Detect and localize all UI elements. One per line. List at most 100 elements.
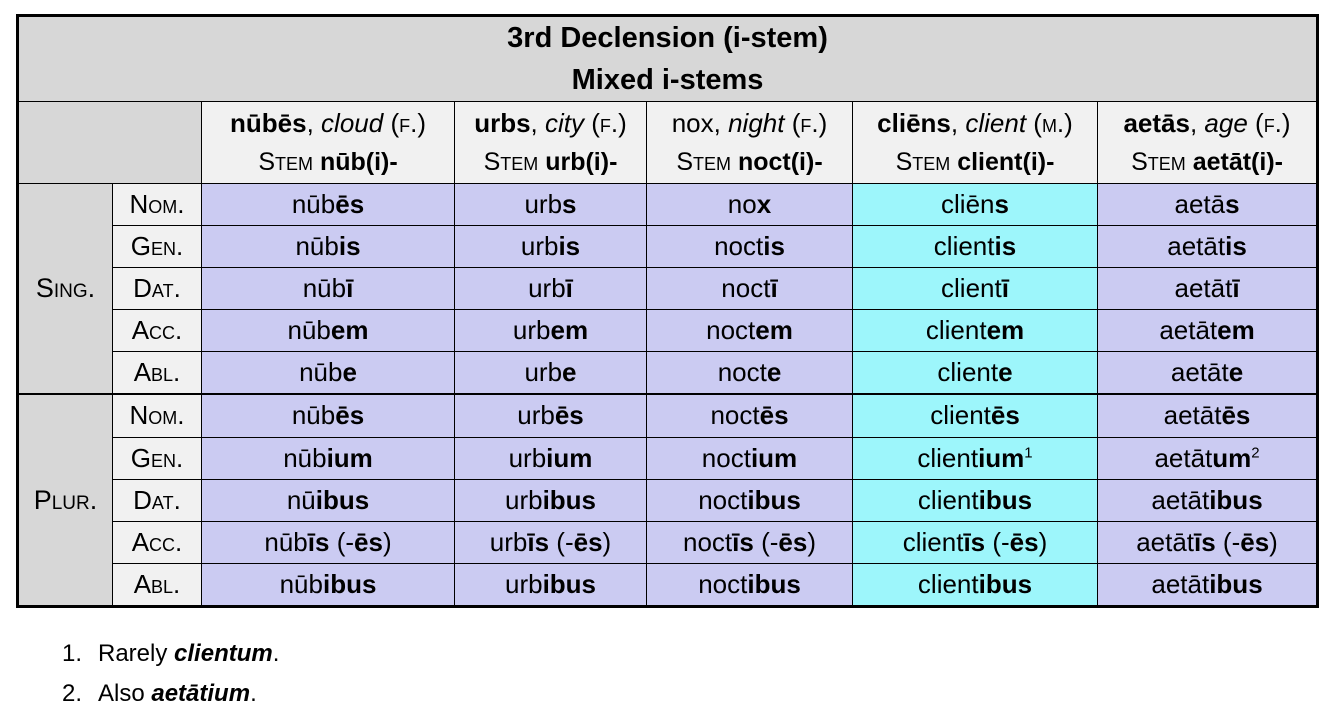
form-part: noct: [698, 484, 748, 515]
form-part: urb: [524, 357, 563, 388]
form-cell-aetas: aetātīs (-ēs): [1096, 520, 1319, 564]
column-header-nubes: nūbēs, cloud (f.) Stem nūb(i)-: [201, 101, 455, 184]
form-cell-nubes: nūibus: [201, 478, 455, 522]
form-part: ibus: [978, 568, 1033, 599]
form-part: ): [1269, 526, 1278, 557]
form-part: (-: [985, 526, 1010, 557]
form-part: ibus: [747, 484, 801, 515]
form-part: is: [338, 231, 361, 262]
stem-label: Stem: [676, 147, 731, 176]
headword: urbs: [474, 107, 531, 138]
title-line-2: Mixed i-stems: [571, 64, 764, 96]
footnote-2: 2. Also aetātium.: [62, 674, 279, 714]
stem-value: urb(i)-: [545, 147, 618, 176]
form-part: īs: [527, 526, 550, 557]
form-part: ibus: [1209, 568, 1263, 599]
headword-line: cliēns, client (m.): [854, 104, 1097, 143]
case-label: Gen.: [112, 225, 202, 269]
footnote-suffix: .: [250, 680, 257, 707]
case-label: Dat.: [112, 478, 202, 522]
form-part: urb: [504, 568, 543, 599]
case-label: Dat.: [112, 267, 202, 311]
form-part: ēs: [335, 400, 365, 431]
form-part: nūb: [299, 357, 343, 388]
form-part: (-: [1215, 526, 1241, 557]
case-label: Nom.: [112, 393, 202, 438]
form-part: ibus: [315, 484, 370, 515]
form-cell-aetas: aetātem: [1096, 309, 1319, 353]
separator: ,: [530, 107, 545, 138]
form-part: īs: [963, 526, 986, 557]
form-part: urb: [528, 273, 566, 304]
table-row: Abl. nūbibus urbibus noctibus clientibus aetā…: [18, 562, 1319, 608]
form-part: ēs: [335, 189, 365, 220]
form-cell-nubes: nūbīs (-ēs): [201, 520, 455, 564]
headword: aetās: [1123, 107, 1190, 138]
form-part: aetāt: [1163, 400, 1222, 431]
stem-line: Stem noct(i)-: [648, 143, 852, 182]
footnote-text: Rarely clientum.: [98, 634, 279, 674]
form-cell-nubes: nūbī: [201, 267, 455, 311]
stem-value: aetāt(i)-: [1192, 147, 1283, 176]
form-cell-aetas: aetās: [1096, 182, 1319, 227]
stem-label: Stem: [483, 147, 539, 176]
footnote-prefix: Rarely: [98, 640, 175, 667]
form-part: client: [941, 273, 1002, 304]
form-cell-nubes: nūbēs: [201, 182, 455, 227]
form-cell-nubes: nūbēs: [201, 393, 455, 438]
form-part: em: [330, 315, 369, 346]
form-part: noct: [714, 231, 764, 262]
case-label: Acc.: [112, 309, 202, 353]
form-cell-nox: noctibus: [646, 478, 853, 522]
form-part: e: [766, 357, 782, 388]
gloss: city: [545, 107, 584, 138]
form-cell-cliens: clientis: [852, 225, 1098, 269]
separator: ,: [713, 107, 729, 138]
form-part: ): [1038, 526, 1048, 557]
form-part: ī: [1001, 273, 1009, 304]
form-cell-nox: noctī: [646, 267, 853, 311]
form-part: urb: [508, 442, 547, 473]
form-part: ): [382, 526, 392, 557]
form-part: ēs: [573, 526, 603, 557]
form-part: noct: [698, 568, 748, 599]
form-part: (-: [549, 526, 574, 557]
separator: ,: [306, 107, 322, 138]
form-cell-aetas: aetātēs: [1096, 393, 1319, 438]
form-part: ēs: [778, 526, 808, 557]
form-part: urb: [512, 315, 551, 346]
form-part: client: [917, 442, 979, 473]
form-part: aetāt: [1167, 231, 1226, 262]
stem-value: client(i)-: [957, 147, 1055, 176]
gloss: client: [965, 107, 1027, 138]
headword-line: nox, night (f.): [648, 104, 852, 143]
form-cell-aetas: aetātī: [1096, 267, 1319, 311]
footnote-number: 1.: [62, 640, 83, 667]
form-cell-aetas: aetātibus: [1096, 562, 1319, 608]
separator: ,: [1189, 107, 1205, 138]
form-cell-urbs: urbibus: [454, 478, 647, 522]
footnote-prefix: Also: [98, 680, 152, 707]
title-line-1: 3rd Declension (i-stem): [507, 22, 828, 54]
footnote-term: aetātium: [151, 680, 251, 707]
form-cell-nubes: nūbis: [201, 225, 455, 269]
separator: [1186, 148, 1193, 176]
form-part: is: [763, 231, 785, 262]
form-part: ēs: [1240, 526, 1270, 557]
form-part: urb: [517, 400, 555, 431]
form-part: is: [558, 231, 581, 262]
form-part: is: [1225, 231, 1247, 262]
form-cell-cliens: clientibus: [852, 562, 1098, 608]
footnotes: 1. Rarely clientum. 2. Also aetātium.: [62, 634, 279, 714]
form-cell-aetas: aetāte: [1096, 351, 1319, 395]
form-part: īs: [732, 526, 754, 557]
table-row: Plur. Nom. nūbēs urbēs noctēs clientēs aetātēs: [17, 393, 1319, 608]
form-cell-nox: nox: [646, 182, 853, 227]
form-cell-cliens: cliente: [852, 351, 1098, 395]
stem-label: Stem: [258, 147, 313, 176]
stem-value: noct(i)-: [737, 147, 823, 176]
form-part: no: [727, 189, 757, 220]
form-cell-cliens: clientibus: [852, 478, 1098, 522]
form-part: ēs: [554, 400, 584, 431]
table-row: Abl. nūbe urbe nocte cliente aetāte: [18, 351, 1319, 395]
